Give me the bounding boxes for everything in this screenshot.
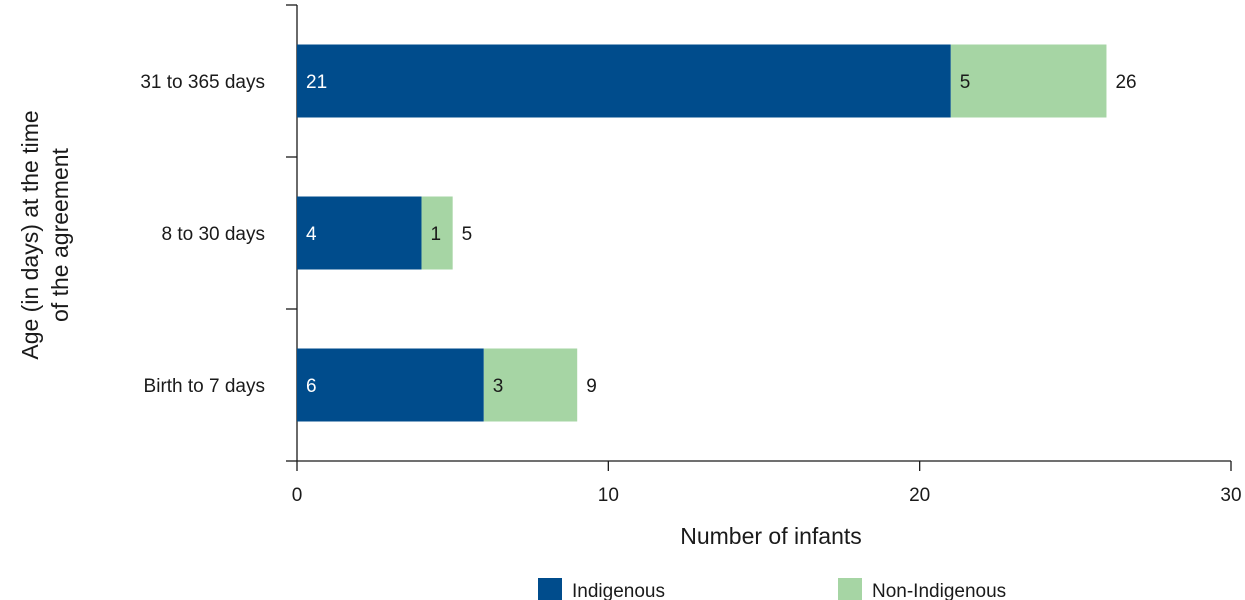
x-tick-labels: 0 10 20 30	[292, 485, 1242, 506]
x-tick-label: 30	[1220, 485, 1241, 506]
data-label: 21	[306, 72, 327, 93]
legend: Indigenous Non-Indigenous	[538, 578, 1006, 600]
bar-segment-non-indigenous	[483, 348, 578, 422]
legend-swatch	[538, 578, 562, 600]
x-axis-title: Number of infants	[680, 523, 862, 549]
bar-segment-non-indigenous	[421, 196, 453, 270]
data-label: 4	[306, 224, 317, 245]
y-axis-title-line: of the agreement	[47, 147, 73, 322]
total-label: 5	[462, 224, 473, 245]
bar-segment-indigenous	[297, 44, 951, 118]
x-tick-label: 20	[909, 485, 930, 506]
legend-label: Non-Indigenous	[872, 581, 1006, 600]
x-tick-label: 10	[598, 485, 619, 506]
bar-segment-indigenous	[297, 196, 422, 270]
y-axis-title-line: Age (in days) at the time	[17, 110, 43, 359]
total-label: 9	[586, 376, 597, 397]
category-label: 8 to 30 days	[161, 224, 265, 245]
total-label: 26	[1115, 72, 1136, 93]
data-label: 1	[431, 224, 442, 245]
legend-swatch	[838, 578, 862, 600]
category-labels: 31 to 365 days 8 to 30 days Birth to 7 day…	[140, 72, 265, 397]
legend-label: Indigenous	[572, 581, 665, 600]
legend-item: Indigenous	[538, 578, 665, 600]
data-label: 6	[306, 376, 317, 397]
y-axis-title: Age (in days) at the time of the agreemen…	[17, 110, 73, 359]
category-label: 31 to 365 days	[140, 72, 265, 93]
bar-segment-non-indigenous	[950, 44, 1107, 118]
legend-item: Non-Indigenous	[838, 578, 1006, 600]
x-tick-label: 0	[292, 485, 303, 506]
data-label: 3	[493, 376, 504, 397]
data-label: 5	[960, 72, 971, 93]
bars: 21 5 264 1 56 3 9	[297, 44, 1137, 422]
category-label: Birth to 7 days	[144, 376, 265, 397]
bar-segment-indigenous	[297, 348, 484, 422]
